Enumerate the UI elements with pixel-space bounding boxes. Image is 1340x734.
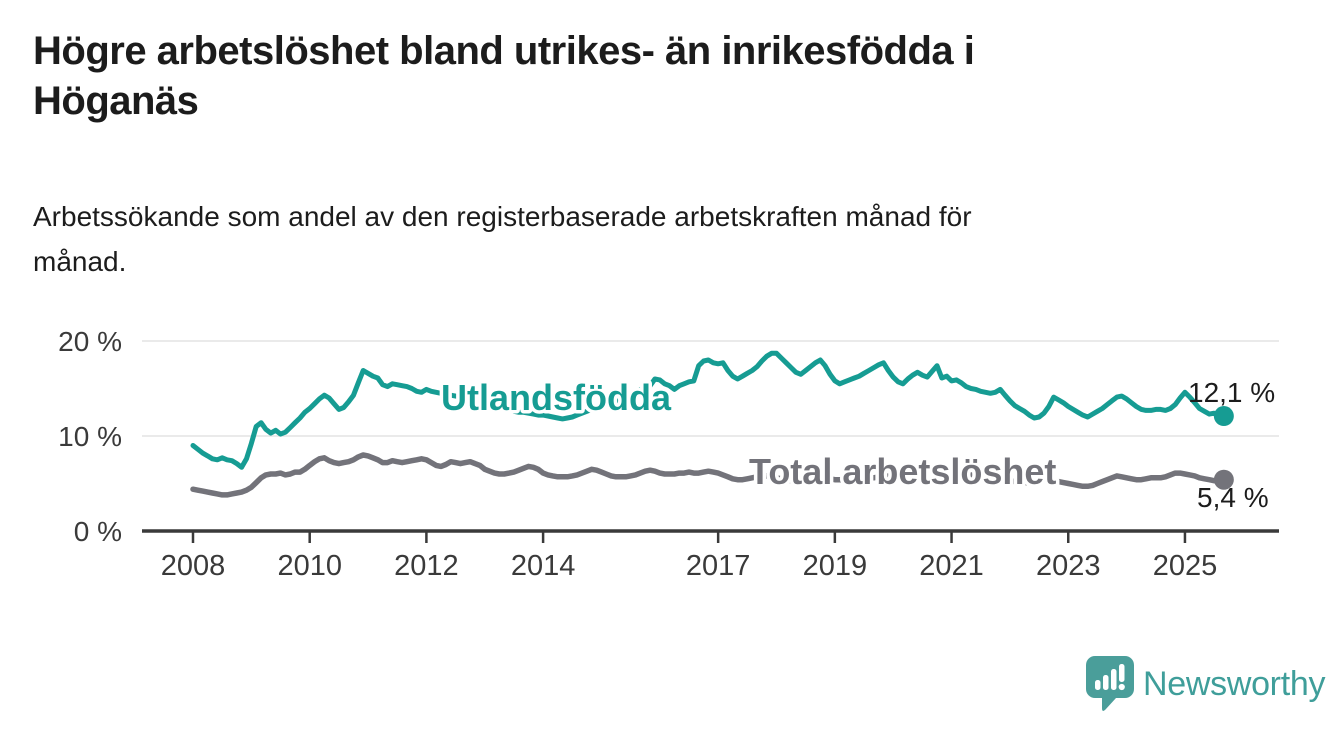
page-title: Högre arbetslöshet bland utrikes- än inr… bbox=[33, 26, 1303, 126]
y-tick-label: 10 % bbox=[58, 421, 122, 452]
y-tick-label: 0 % bbox=[74, 516, 122, 547]
line-chart-svg: 0 % 10 % 20 % 2008 2010 2012 2014 2017 2019 2021 2… bbox=[58, 326, 1279, 582]
chart-subtitle-line-2: månad. bbox=[33, 246, 127, 277]
x-tick-label: 2014 bbox=[511, 550, 576, 582]
newsworthy-logo[interactable]: Newsworthy bbox=[1086, 656, 1325, 712]
series-line-1 bbox=[190, 452, 1227, 498]
series-end-dot-0 bbox=[1213, 406, 1234, 427]
x-tick-label: 2019 bbox=[803, 550, 868, 582]
x-tick-label: 2012 bbox=[394, 550, 459, 582]
series-line-0 bbox=[190, 350, 1227, 470]
chart-subtitle: Arbetssökande som andel av den registerb… bbox=[33, 194, 1263, 284]
newsworthy-bubble-chart-icon bbox=[1086, 656, 1134, 711]
x-tick-label: 2023 bbox=[1036, 550, 1101, 582]
chart-subtitle-line-1: Arbetssökande som andel av den registerb… bbox=[33, 201, 972, 232]
page-title-line-1: Högre arbetslöshet bland utrikes- än inr… bbox=[33, 29, 975, 73]
y-tick-label: 20 % bbox=[58, 326, 122, 357]
series-end-value-0: 12,1 % bbox=[1188, 377, 1275, 408]
page-title-line-2: Höganäs bbox=[33, 79, 199, 123]
newsworthy-brand-text: Newsworthy bbox=[1143, 665, 1326, 703]
line-chart: 0 % 10 % 20 % 2008 2010 2012 2014 2017 2019 2021 2… bbox=[0, 300, 1340, 600]
series-label-1: Total arbetslöshet bbox=[749, 451, 1056, 492]
x-tick-label: 2025 bbox=[1153, 550, 1218, 582]
x-tick-label: 2010 bbox=[277, 550, 342, 582]
x-tick-label: 2017 bbox=[686, 550, 751, 582]
x-tick-label: 2021 bbox=[919, 550, 984, 582]
series-end-value-1: 5,4 % bbox=[1197, 482, 1269, 513]
series-end-dot-1 bbox=[1213, 469, 1234, 490]
x-tick-label: 2008 bbox=[161, 550, 226, 582]
series-label-0: Utlandsfödda bbox=[441, 377, 672, 418]
